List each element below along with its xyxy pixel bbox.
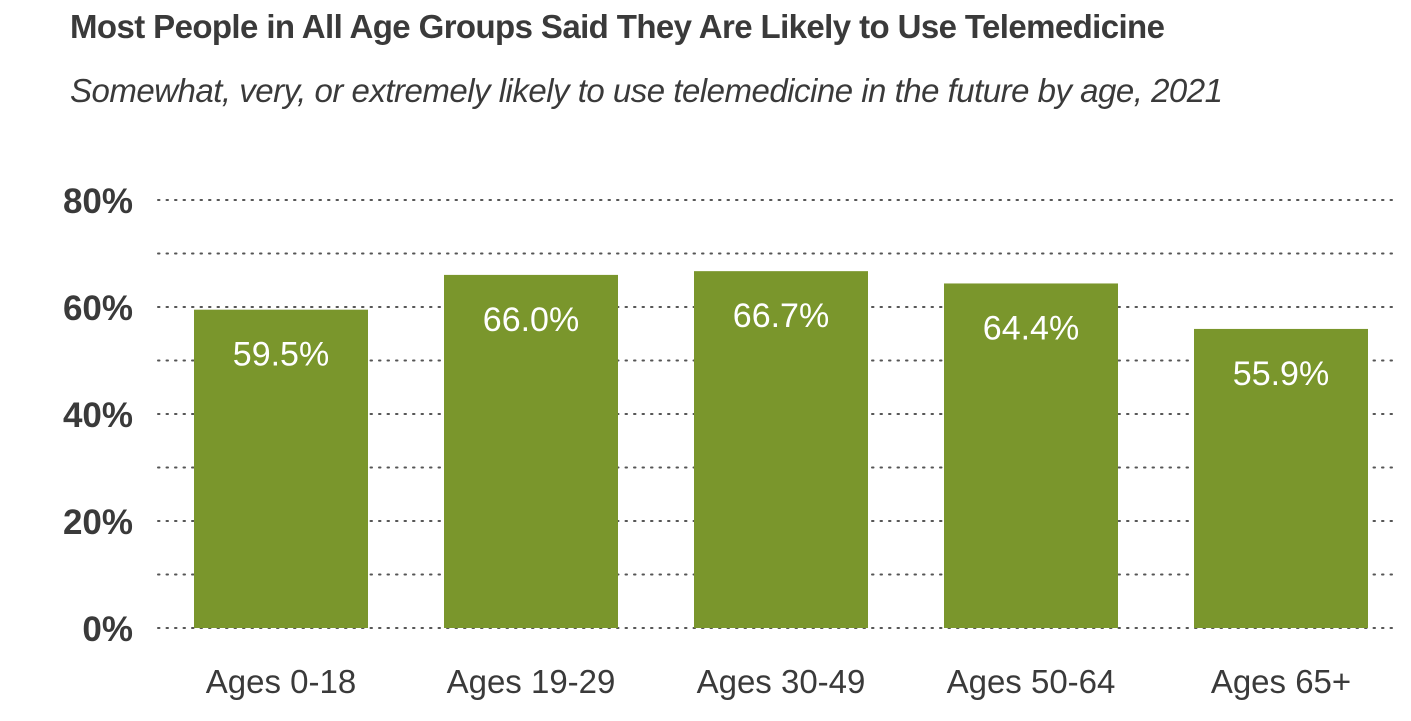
bar-value-label: 66.0% <box>483 301 579 339</box>
y-axis-ticks: 0% 20% 40% 60% 80% <box>63 182 133 649</box>
y-tick-label: 60% <box>63 289 133 328</box>
bar-value-label: 59.5% <box>233 336 329 374</box>
category-label: Ages 30-49 <box>697 663 866 700</box>
bar-value-label: 64.4% <box>983 309 1079 347</box>
category-label: Ages 50-64 <box>947 663 1116 700</box>
bar <box>444 274 618 628</box>
chart-title: Most People in All Age Groups Said They … <box>70 8 1165 45</box>
category-label: Ages 0-18 <box>206 663 356 700</box>
bar <box>194 309 368 628</box>
y-tick-label: 0% <box>82 610 133 649</box>
bar <box>1194 328 1368 628</box>
bar <box>944 283 1118 628</box>
bar-value-label: 55.9% <box>1233 355 1329 393</box>
bar-value-label: 66.7% <box>733 297 829 335</box>
category-label: Ages 19-29 <box>447 663 616 700</box>
category-label: Ages 65+ <box>1211 663 1351 700</box>
y-tick-label: 40% <box>63 396 133 435</box>
bar <box>694 271 868 628</box>
y-tick-label: 20% <box>63 503 133 542</box>
x-axis-categories: Ages 0-18 Ages 19-29 Ages 30-49 Ages 50-64 A… <box>206 663 1351 700</box>
chart-subtitle: Somewhat, very, or extremely likely to u… <box>70 72 1223 109</box>
bar-value-labels: 59.5% 66.0% 66.7% 64.4% 55.9% <box>233 297 1329 393</box>
bars <box>194 271 1368 628</box>
y-tick-label: 80% <box>63 182 133 221</box>
